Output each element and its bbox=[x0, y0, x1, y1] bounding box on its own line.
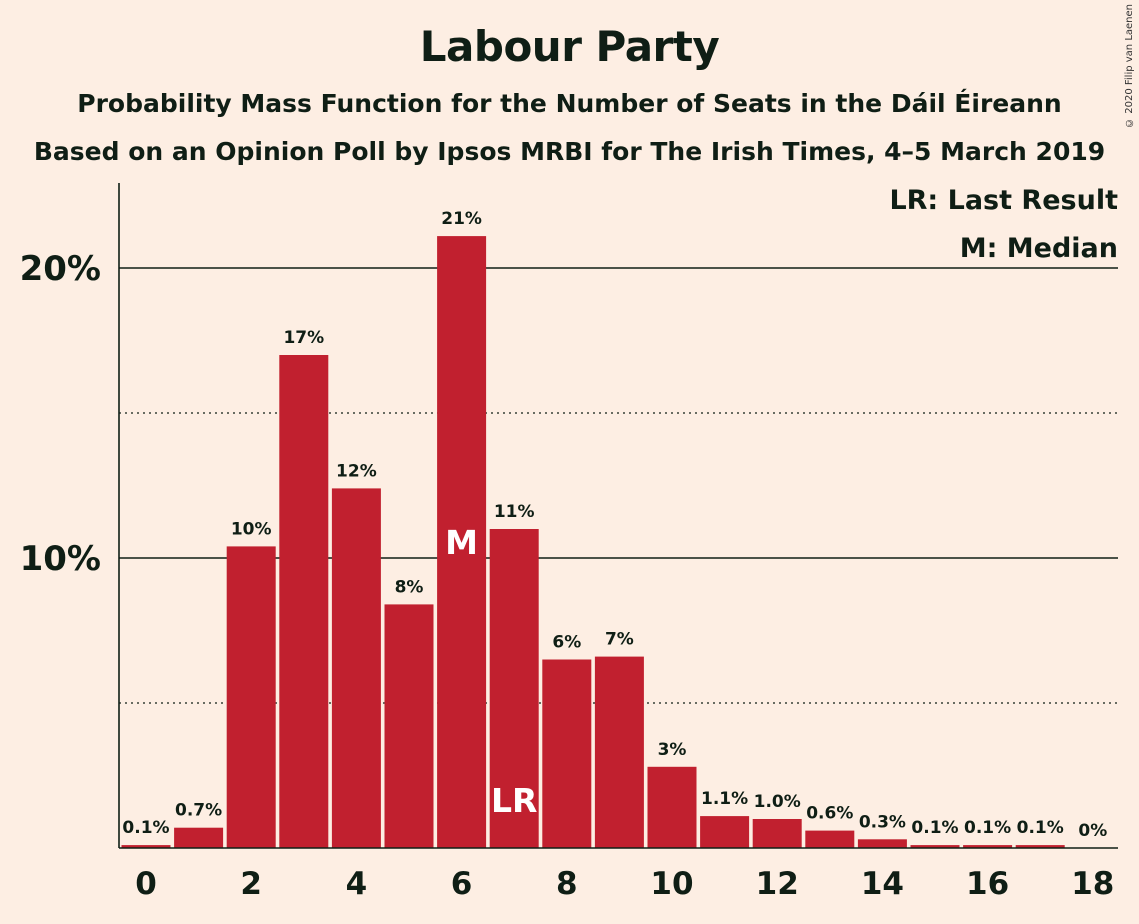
bar bbox=[647, 766, 697, 848]
bar-value-label: 0.1% bbox=[1017, 818, 1064, 838]
bar bbox=[121, 845, 171, 848]
bar bbox=[1015, 845, 1065, 848]
x-tick-label: 12 bbox=[756, 866, 799, 902]
x-tick-label: 2 bbox=[240, 866, 262, 902]
bar bbox=[700, 816, 750, 848]
bar bbox=[279, 355, 329, 848]
bar-value-label: 21% bbox=[441, 209, 482, 229]
bar bbox=[489, 529, 539, 848]
x-tick-label: 8 bbox=[556, 866, 578, 902]
x-tick-label: 16 bbox=[966, 866, 1009, 902]
bar bbox=[331, 488, 381, 848]
bar bbox=[752, 819, 802, 848]
bar bbox=[226, 546, 276, 848]
bar bbox=[437, 236, 487, 849]
bar-value-label: 7% bbox=[605, 630, 634, 650]
bar-value-label: 1.1% bbox=[701, 789, 748, 809]
x-tick-label: 10 bbox=[650, 866, 693, 902]
y-tick-label: 10% bbox=[20, 539, 101, 579]
x-tick-label: 0 bbox=[135, 866, 157, 902]
bar bbox=[542, 659, 592, 848]
median-marker: M bbox=[445, 523, 478, 562]
bar-value-label: 0.1% bbox=[964, 818, 1011, 838]
bar bbox=[174, 827, 224, 848]
x-tick-label: 4 bbox=[346, 866, 368, 902]
legend-entry: M: Median bbox=[960, 233, 1118, 264]
x-tick-label: 18 bbox=[1071, 866, 1114, 902]
bar-value-label: 12% bbox=[336, 461, 377, 481]
bar-value-label: 11% bbox=[494, 502, 535, 522]
bar-value-label: 0.3% bbox=[859, 812, 906, 832]
bar-value-label: 0.6% bbox=[806, 804, 853, 824]
chart-subtitle-2: Based on an Opinion Poll by Ipsos MRBI f… bbox=[33, 137, 1106, 166]
x-tick-label: 6 bbox=[451, 866, 473, 902]
bar-value-label: 0.1% bbox=[122, 818, 169, 838]
bar bbox=[594, 656, 644, 848]
bar bbox=[910, 845, 960, 848]
legend-entry: LR: Last Result bbox=[889, 185, 1118, 216]
bar bbox=[384, 604, 434, 848]
bar-value-label: 1.0% bbox=[754, 792, 801, 812]
bar-value-label: 17% bbox=[283, 328, 324, 348]
bar bbox=[857, 839, 907, 848]
bar bbox=[805, 830, 855, 848]
y-tick-label: 20% bbox=[20, 249, 101, 289]
last-result-marker: LR bbox=[491, 781, 537, 820]
bar-value-label: 0.7% bbox=[175, 801, 222, 821]
bar-value-label: 10% bbox=[231, 519, 272, 539]
chart-title: Labour Party bbox=[419, 22, 720, 71]
bar bbox=[963, 845, 1013, 848]
x-tick-label: 14 bbox=[861, 866, 904, 902]
bar-value-label: 0.1% bbox=[911, 818, 958, 838]
bar-value-label: 3% bbox=[658, 740, 687, 760]
bar-value-label: 6% bbox=[552, 633, 581, 653]
chart-subtitle: Probability Mass Function for the Number… bbox=[77, 89, 1062, 118]
bar-value-label: 8% bbox=[395, 577, 424, 597]
bar-value-label: 0% bbox=[1078, 821, 1107, 841]
